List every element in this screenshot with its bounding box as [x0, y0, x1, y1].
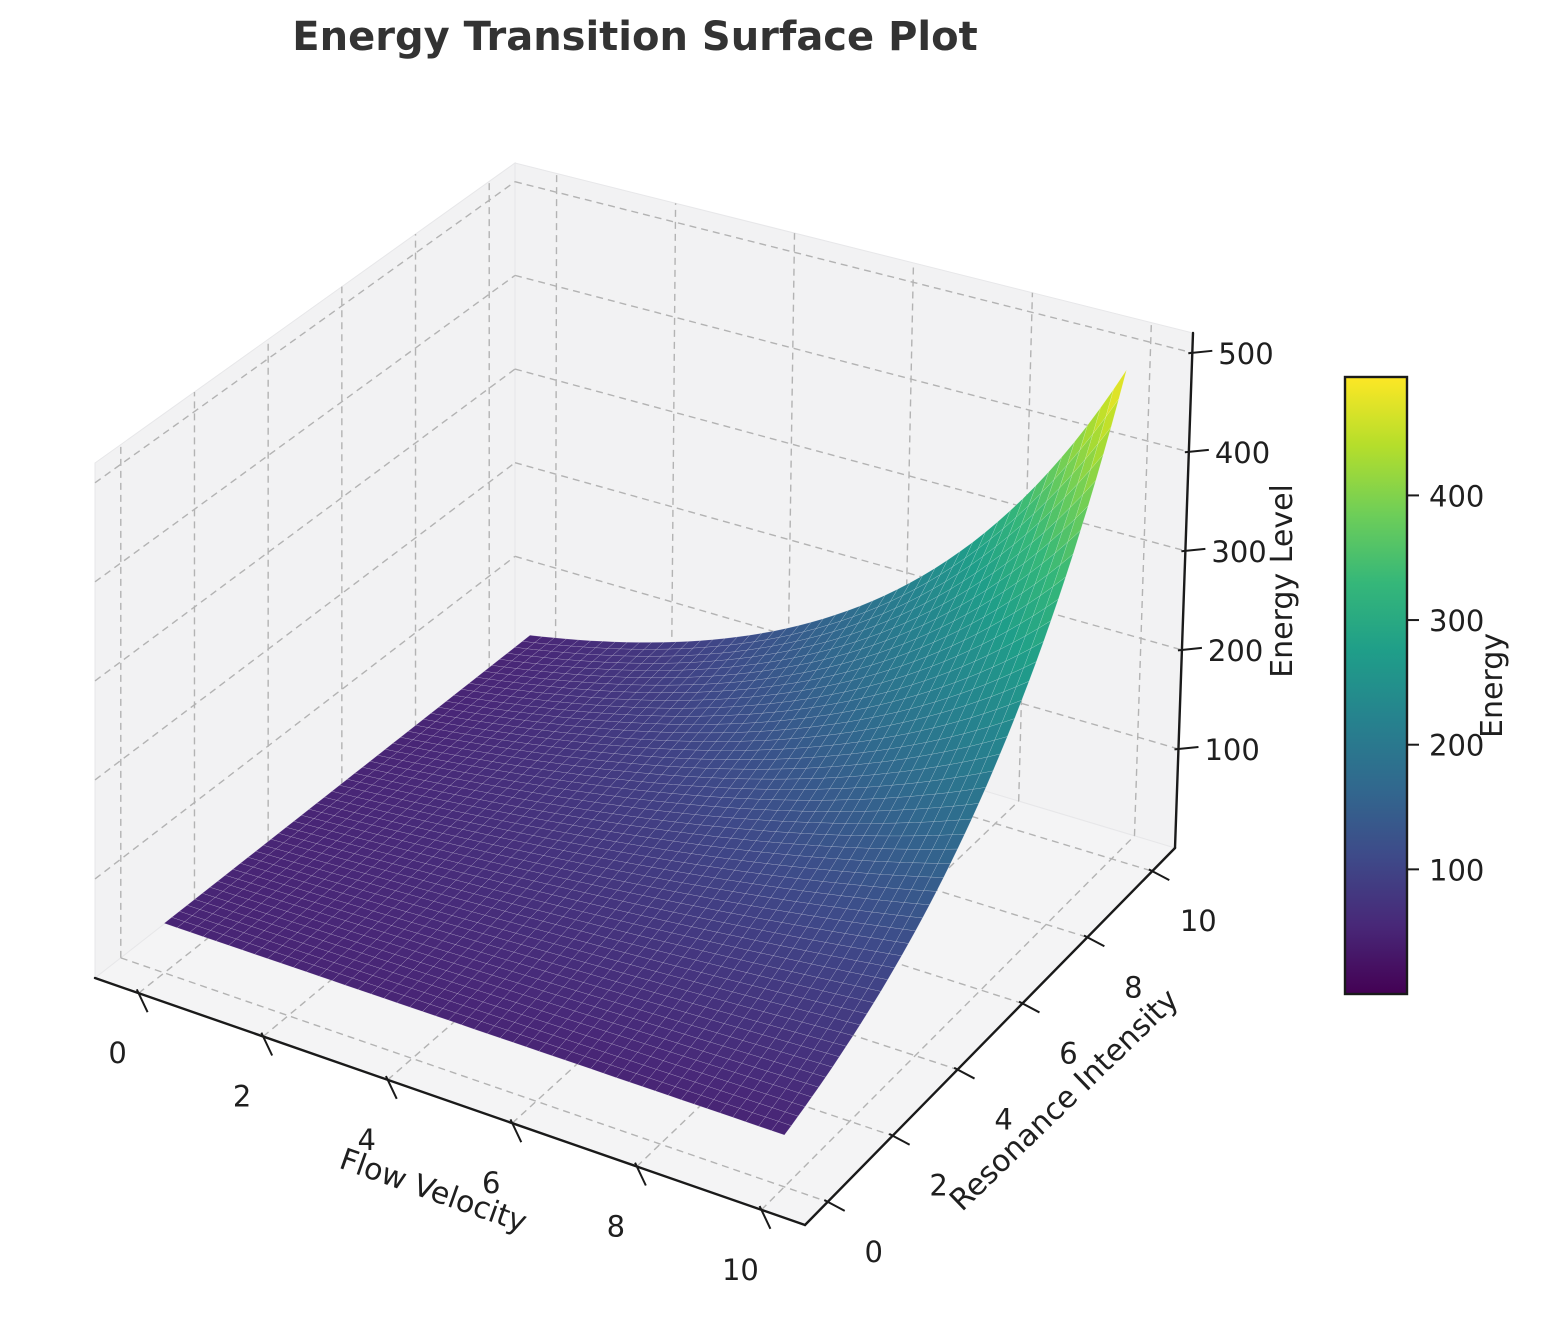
z-tick-label: 100 [1204, 733, 1259, 767]
x-tick [758, 1205, 772, 1230]
x-tick-label: 8 [607, 1210, 625, 1244]
x-tick [260, 1032, 274, 1056]
gridline [514, 462, 1183, 651]
y-tick-label: 0 [864, 1235, 882, 1269]
x-tick-label: 2 [233, 1080, 251, 1114]
y-tick-label: 2 [929, 1169, 947, 1203]
z-tick [1174, 745, 1199, 751]
gridline [120, 957, 828, 1203]
x-tick [385, 1075, 398, 1100]
x-tick [634, 1162, 647, 1186]
z-tick-label: 400 [1215, 436, 1270, 470]
colorbar: 100 200 300 400 Energy [1343, 375, 1510, 996]
gridline [554, 173, 558, 663]
axis-spines [93, 331, 1195, 1227]
z-tick [1188, 349, 1213, 355]
x-tick [135, 988, 149, 1013]
y-tick-label: 6 [1059, 1036, 1077, 1070]
y-tick-label: 10 [1180, 904, 1217, 938]
gridline [489, 669, 1153, 872]
x-axis-title: Flow Velocity [335, 1142, 531, 1240]
y-tick [1083, 934, 1105, 948]
z-tick [1177, 646, 1203, 652]
colorbar-title: Energy [1475, 633, 1510, 738]
y-axis-line [803, 846, 1177, 1227]
z-axis-line [1173, 331, 1195, 850]
y-tick [823, 1199, 846, 1212]
y-tick-label: 8 [1124, 970, 1142, 1004]
x-tick-label: 6 [482, 1166, 500, 1200]
y-tick [1018, 1000, 1040, 1014]
gridline [94, 462, 516, 781]
gridline [94, 368, 516, 682]
colorbar-tick-label: 400 [1429, 479, 1484, 513]
gridline [760, 835, 1135, 1211]
surface-cell [771, 1121, 792, 1136]
gridline [1133, 322, 1153, 836]
gridline [94, 181, 516, 484]
x-tick-label: 4 [357, 1123, 375, 1157]
y-tick [953, 1066, 976, 1080]
z-tick [1184, 448, 1209, 454]
plot-title: Energy Transition Surface Plot [292, 14, 978, 60]
colorbar-tick-label: 100 [1429, 853, 1484, 887]
y-tick-label: 4 [994, 1103, 1012, 1137]
x-tick-label: 10 [722, 1253, 759, 1287]
z-tick-label: 200 [1208, 634, 1263, 668]
y-tick [888, 1133, 911, 1146]
gridline [94, 555, 516, 880]
x-tick [509, 1118, 523, 1143]
z-tick [1181, 547, 1206, 553]
colorbar-tick-label: 300 [1429, 604, 1484, 638]
gridline [94, 274, 516, 583]
tick-marks [135, 349, 1213, 1230]
surface [163, 369, 1127, 1136]
colorbar-tick-label: 200 [1429, 729, 1484, 763]
z-tick-label: 300 [1211, 535, 1266, 569]
x-tick-label: 0 [108, 1036, 126, 1070]
x-axis-line [93, 976, 807, 1227]
colorbar-gradient [1343, 375, 1409, 996]
z-tick-label: 500 [1218, 337, 1273, 371]
gridline [670, 203, 677, 697]
y-tick [1148, 868, 1170, 882]
gridline [514, 181, 1193, 354]
gridline [514, 274, 1190, 453]
z-axis-title: Energy Level [1265, 484, 1300, 678]
